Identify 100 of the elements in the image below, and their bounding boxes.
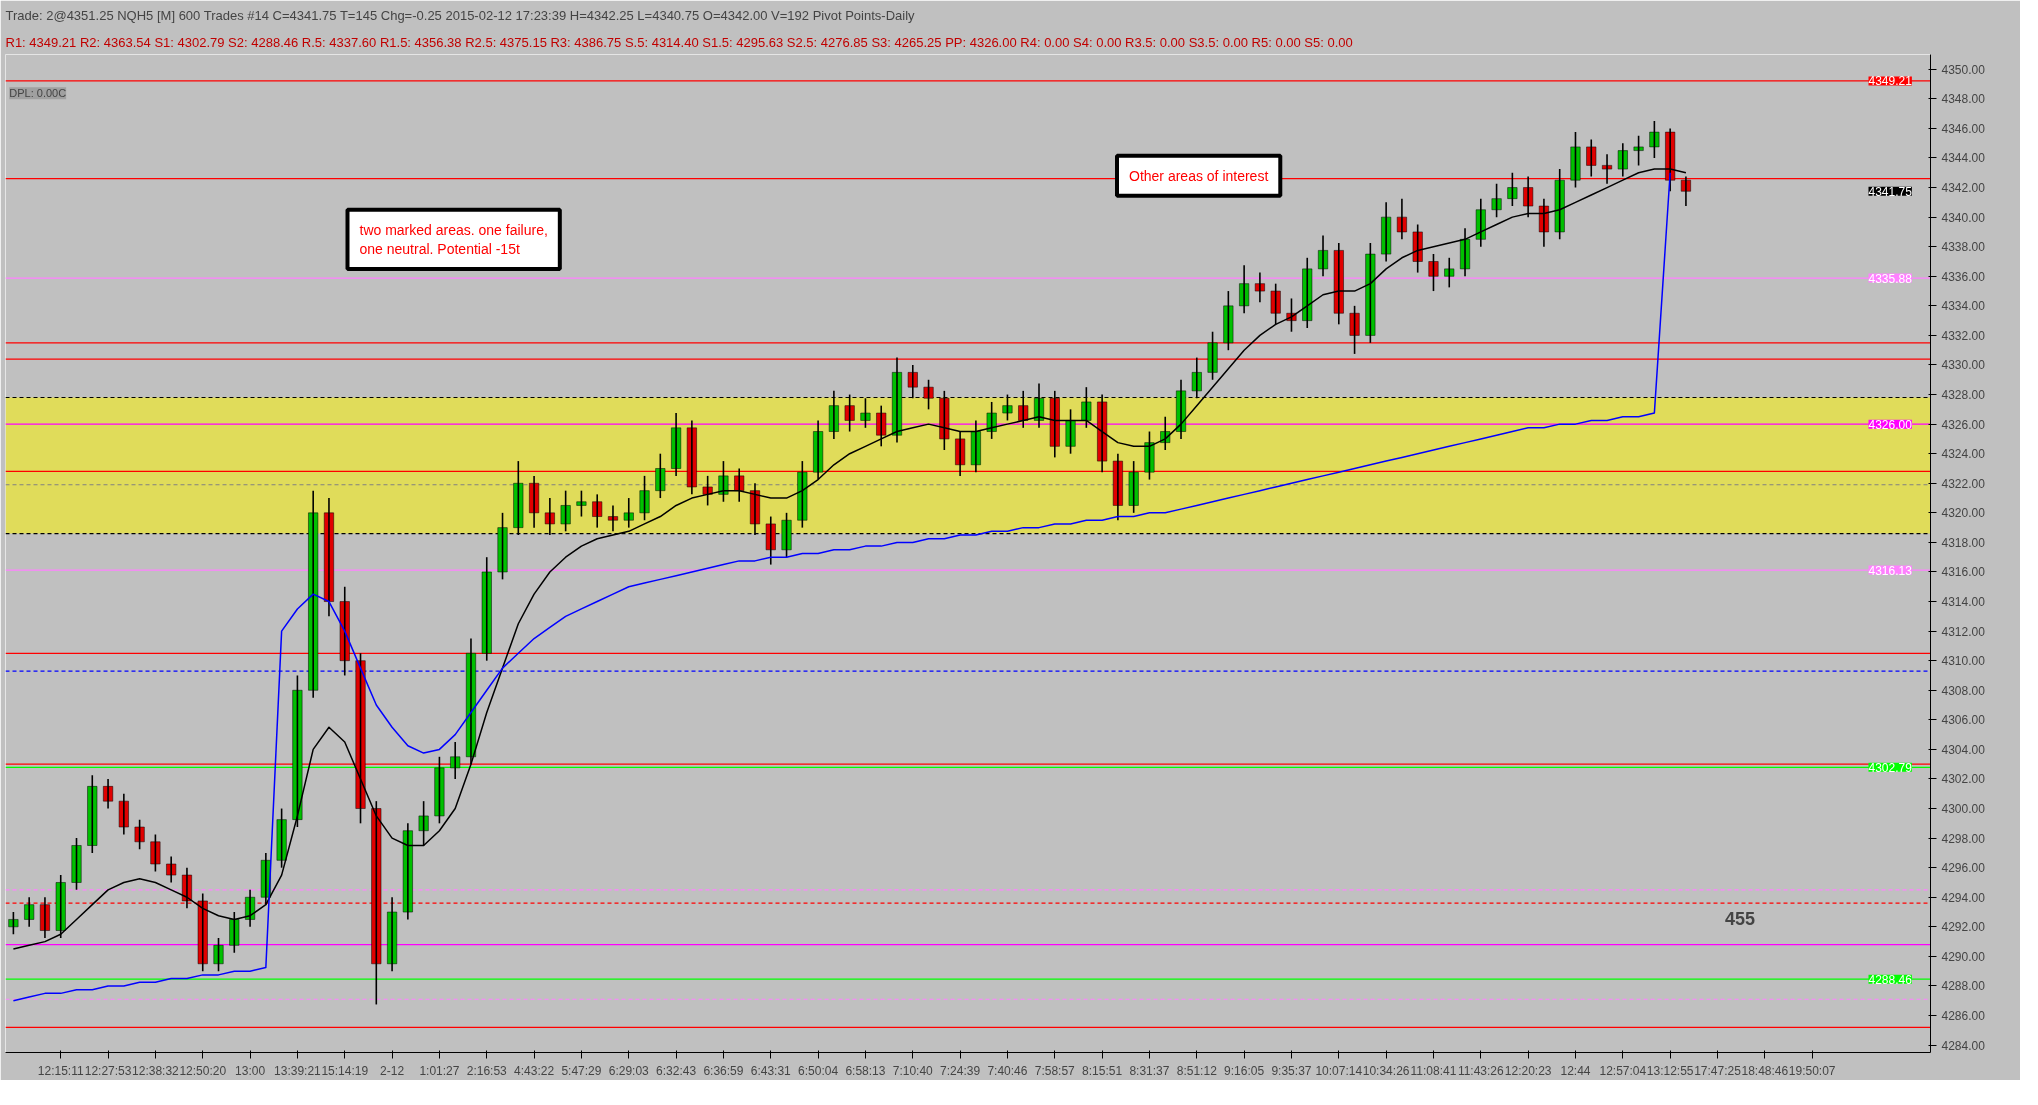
candlestick bbox=[560, 489, 571, 533]
x-tick-label: 6:32:43 bbox=[656, 1063, 697, 1078]
candlestick bbox=[1412, 223, 1423, 274]
y-tick-label: 4292.00 bbox=[1941, 920, 1986, 935]
candlestick bbox=[1365, 242, 1376, 344]
candlestick bbox=[1381, 201, 1392, 263]
candlestick bbox=[1570, 131, 1581, 189]
candlestick bbox=[1649, 120, 1660, 159]
candlestick bbox=[355, 652, 366, 825]
y-tick-label: 4284.00 bbox=[1941, 1038, 1986, 1053]
candlestick bbox=[734, 467, 745, 503]
candlestick bbox=[1270, 282, 1281, 326]
x-tick-label: 17:47:25 bbox=[1694, 1063, 1742, 1078]
x-tick-label: 2:16:53 bbox=[466, 1063, 508, 1078]
candlestick bbox=[576, 489, 587, 518]
ref-line-label: 4288.46 bbox=[1868, 972, 1913, 987]
y-tick-label: 4330.00 bbox=[1941, 358, 1986, 373]
y-tick-label: 4316.00 bbox=[1941, 565, 1986, 580]
candlestick bbox=[1491, 183, 1502, 218]
x-tick-label: 6:36:59 bbox=[703, 1063, 744, 1078]
candlestick bbox=[639, 475, 650, 522]
candlestick bbox=[418, 800, 429, 847]
candlestick bbox=[24, 896, 35, 928]
candlestick bbox=[481, 556, 492, 662]
candlestick bbox=[860, 397, 871, 429]
x-tick-label: 8:51:12 bbox=[1176, 1063, 1218, 1078]
y-tick-label: 4348.00 bbox=[1941, 92, 1986, 107]
y-tick-label: 4334.00 bbox=[1941, 299, 1986, 314]
chart-title: Trade: 2@4351.25 NQH5 [M] 600 Trades #14 C=4341.75 T=145 Chg=-0.25 2015-02-12 17:23:39 H=4342.25 L=4340.75 O=4342.00 V=192 Pivot Points-Daily bbox=[5, 7, 916, 23]
y-tick-label: 4328.00 bbox=[1941, 388, 1986, 403]
candlestick bbox=[608, 504, 618, 533]
y-tick-label: 4302.00 bbox=[1941, 772, 1986, 787]
y-tick-label: 4324.00 bbox=[1941, 447, 1986, 462]
x-tick-label: 10:34:26 bbox=[1362, 1063, 1410, 1078]
x-tick-label: 12:57:04 bbox=[1599, 1063, 1647, 1078]
y-tick-label: 4326.00 bbox=[1941, 417, 1986, 432]
x-tick-label: 9:35:37 bbox=[1271, 1063, 1312, 1078]
x-tick-label: 8:15:51 bbox=[1082, 1063, 1123, 1078]
candlestick bbox=[592, 493, 603, 529]
annotation: Other areas of interest bbox=[1129, 167, 1269, 184]
x-tick-label: 13:39:21 bbox=[274, 1063, 322, 1078]
text: 4341.75 bbox=[1868, 184, 1913, 199]
y-tick-label: 4322.00 bbox=[1941, 476, 1986, 491]
candlestick bbox=[1523, 175, 1534, 218]
ref-line-label: 4326.00 bbox=[1868, 417, 1913, 432]
y-tick-label: 4318.00 bbox=[1941, 535, 1986, 550]
x-tick-label: 7:58:57 bbox=[1034, 1063, 1076, 1078]
ref-line-label: 4302.79 bbox=[1868, 760, 1913, 775]
candlestick bbox=[686, 419, 697, 496]
candlestick bbox=[1349, 305, 1360, 355]
y-tick-label: 4304.00 bbox=[1941, 742, 1986, 757]
candlestick bbox=[166, 855, 177, 884]
y-tick-label: 4306.00 bbox=[1941, 713, 1986, 728]
candlestick bbox=[797, 460, 808, 529]
x-tick-label: 9:16:05 bbox=[1224, 1063, 1265, 1078]
y-tick-label: 4288.00 bbox=[1941, 979, 1986, 994]
y-tick-label: 4342.00 bbox=[1941, 181, 1986, 196]
candlestick bbox=[1602, 153, 1613, 185]
candlestick bbox=[1617, 142, 1628, 178]
x-tick-label: 10:07:14 bbox=[1315, 1063, 1363, 1078]
annotation: 455 bbox=[1725, 909, 1756, 930]
x-tick-label: 12:20:23 bbox=[1504, 1063, 1552, 1078]
y-tick-label: 4332.00 bbox=[1941, 328, 1986, 343]
y-tick-label: 4338.00 bbox=[1941, 240, 1986, 255]
candlestick bbox=[402, 822, 413, 921]
candlestick bbox=[118, 792, 129, 836]
chart-subtitle: R1: 4349.21 R2: 4363.54 S1: 4302.79 S2: 4288.46 R.5: 4337.60 R1.5: 4356.38 R2.5: 4375.15 R3: 4386.75 S.5: 4314.40 S1.5: 4295.63 S2.5: 4276.85 S3: 4265.25 PP: 4326.00 R4: 0.00 S4: 0.00 R3.5: 0.00 S3.5: 0.00 R5: 0.00 S5: 0.00 bbox=[5, 34, 1353, 50]
candlestick bbox=[986, 401, 997, 440]
annotation: two marked areas. one failure, one neutral. Potential -15t bbox=[359, 221, 548, 257]
candlestick bbox=[292, 674, 303, 828]
candlestick bbox=[1239, 264, 1250, 315]
y-tick-label: 4310.00 bbox=[1941, 654, 1986, 669]
y-tick-label: 4296.00 bbox=[1941, 861, 1986, 876]
y-tick-label: 4336.00 bbox=[1941, 269, 1986, 284]
candlestick bbox=[1633, 135, 1644, 167]
candlestick bbox=[623, 497, 634, 529]
x-tick-label: 6:43:31 bbox=[750, 1063, 792, 1078]
x-tick-label: 11:08:41 bbox=[1410, 1063, 1457, 1078]
x-tick-label: 12:38:32 bbox=[132, 1063, 180, 1078]
candlestick bbox=[655, 452, 666, 499]
x-tick-label: 15:14:19 bbox=[321, 1063, 369, 1078]
y-tick-label: 4340.00 bbox=[1941, 210, 1986, 225]
candlestick bbox=[134, 818, 145, 850]
candlestick bbox=[55, 874, 66, 939]
y-tick-label: 4344.00 bbox=[1941, 151, 1986, 166]
candlestick bbox=[1428, 253, 1439, 292]
x-tick-label: 6:29:03 bbox=[608, 1063, 650, 1078]
ref-line-label: 4349.21 bbox=[1868, 74, 1913, 89]
x-tick-label: 12:27:53 bbox=[84, 1063, 132, 1078]
candlestick bbox=[923, 378, 934, 411]
x-tick-label: 11:43:26 bbox=[1457, 1063, 1505, 1078]
candlestick bbox=[1207, 330, 1218, 381]
candlestick bbox=[213, 937, 224, 972]
candlestick bbox=[718, 460, 729, 503]
y-tick-label: 4346.00 bbox=[1941, 121, 1986, 136]
candlestick bbox=[1144, 430, 1155, 481]
x-tick-label: 6:50:04 bbox=[798, 1063, 839, 1078]
x-tick-label: 7:10:40 bbox=[892, 1063, 934, 1078]
candlestick bbox=[1507, 171, 1518, 207]
y-tick-label: 4314.00 bbox=[1941, 595, 1986, 610]
